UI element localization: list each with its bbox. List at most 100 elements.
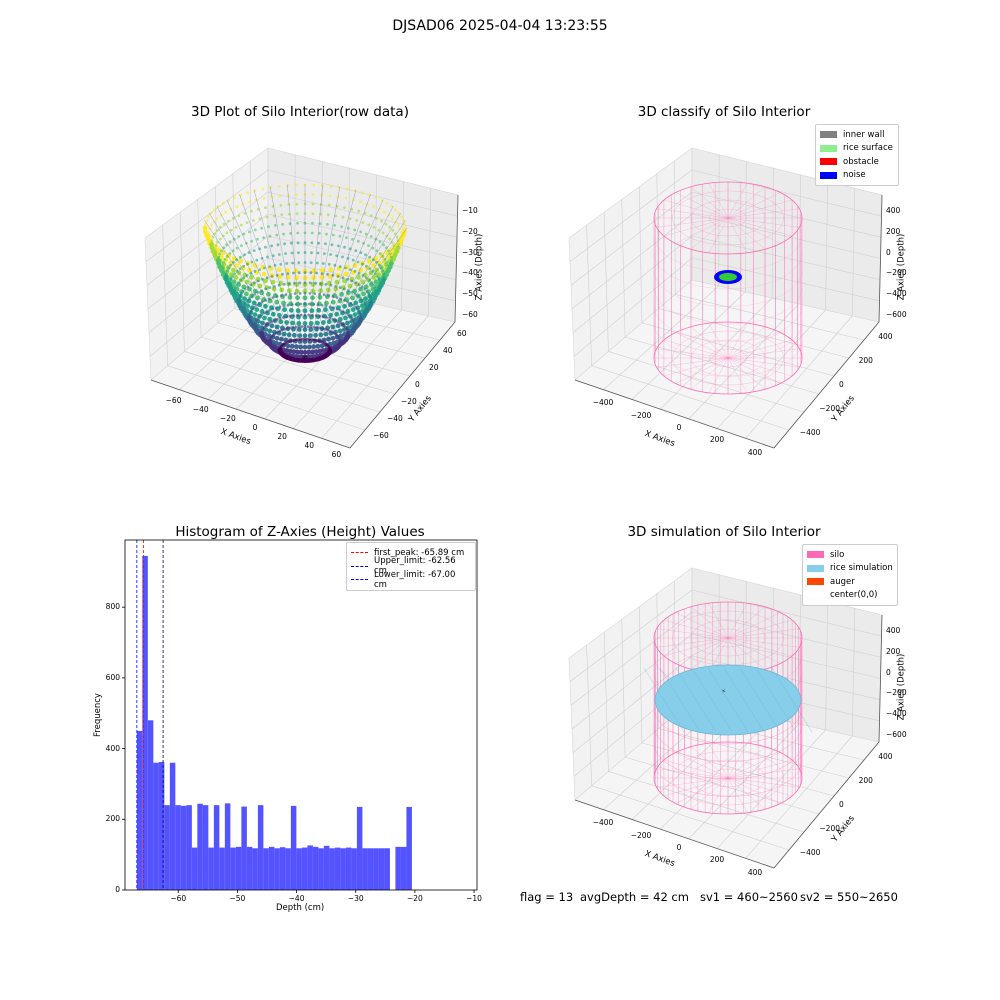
- bowl-point: [277, 274, 283, 279]
- bowl-point: [263, 266, 266, 270]
- bowl-point: [380, 198, 383, 202]
- panel1-xtick: 40: [304, 440, 315, 450]
- bowl-point: [366, 258, 372, 264]
- bowl-point: [233, 272, 237, 276]
- bowl-point: [397, 223, 400, 227]
- bowl-point: [388, 225, 392, 229]
- bowl-point: [260, 313, 264, 317]
- silo-ring: [709, 208, 747, 228]
- silo-ring: [690, 619, 766, 657]
- bowl-point: [353, 322, 357, 325]
- bowl-point: [344, 311, 348, 315]
- histogram-bar: [197, 803, 203, 890]
- bowl-point: [343, 298, 346, 302]
- grid-line: [150, 379, 351, 449]
- bowl-point: [322, 293, 326, 297]
- grid-line: [207, 291, 322, 400]
- panel1-ztick: −30: [462, 247, 478, 257]
- bowl-point: [309, 325, 313, 329]
- bowl-meridian: [208, 212, 296, 359]
- bowl-point: [397, 242, 400, 246]
- bowl-point: [272, 214, 276, 218]
- bowl-point: [262, 196, 266, 200]
- histogram-ytick: 200: [105, 814, 120, 824]
- bowl-point: [223, 274, 229, 280]
- legend-item: noise: [820, 169, 894, 183]
- bowl-point: [270, 244, 273, 248]
- legend-label: center(0,0): [830, 590, 878, 601]
- grid-line: [570, 191, 693, 286]
- histogram-bar: [241, 806, 247, 890]
- histogram-bar: [246, 846, 253, 890]
- bowl-point: [397, 211, 401, 215]
- panel2-xtick: 0: [676, 423, 682, 432]
- bowl-point: [329, 253, 332, 256]
- bowl-point: [324, 242, 327, 246]
- grid-line: [349, 321, 456, 449]
- bowl-point: [227, 266, 231, 270]
- status-avg-depth: avgDepth = 42 cm: [580, 890, 689, 904]
- bowl-point: [289, 241, 293, 245]
- bowl-point: [355, 219, 359, 222]
- bowl-point: [334, 214, 338, 218]
- grid-line: [773, 741, 880, 869]
- bowl-point: [311, 313, 314, 317]
- bowl-point: [263, 278, 268, 284]
- bowl-point: [336, 275, 340, 278]
- bowl-point: [218, 252, 222, 256]
- rice-mesh-line: [771, 667, 813, 733]
- bowl-point: [292, 332, 297, 338]
- bowl-point: [296, 231, 300, 235]
- bowl-point: [318, 314, 322, 318]
- bowl-point: [222, 261, 225, 264]
- bowl-point: [261, 271, 267, 277]
- panel2-ytick: −400: [799, 428, 821, 437]
- panel1-ytick: 20: [429, 362, 439, 372]
- bowl-point: [356, 239, 360, 243]
- legend-label: noise: [843, 170, 866, 181]
- bowl-point: [242, 305, 246, 309]
- bowl-point: [340, 225, 343, 229]
- histogram-bar: [147, 720, 154, 890]
- grid-line: [574, 379, 775, 449]
- panel1-xtick: 60: [331, 449, 342, 459]
- bowl-point: [249, 309, 253, 313]
- bowl-point: [229, 228, 233, 232]
- bowl-point: [282, 304, 286, 308]
- legend-swatch: [807, 551, 824, 559]
- bowl-point: [399, 237, 404, 243]
- panel2-ztick: 400: [886, 206, 901, 216]
- bowl-point: [327, 262, 331, 266]
- legend-item: rice surface: [820, 142, 894, 156]
- bowl-meridian: [269, 186, 302, 359]
- grid-line: [675, 293, 865, 341]
- bowl-point: [373, 286, 376, 290]
- bowl-point: [297, 338, 300, 341]
- bowl-point: [260, 289, 264, 292]
- bowl-point: [205, 219, 209, 222]
- panel1-xtick: −20: [219, 414, 236, 424]
- panel4-ytick: 200: [858, 776, 873, 785]
- bowl-point: [257, 283, 263, 289]
- bowl-point: [361, 291, 366, 297]
- bowl-point: [326, 223, 329, 226]
- histogram-bar: [395, 846, 401, 890]
- bowl-point: [353, 270, 357, 273]
- legend-label: rice surface: [843, 143, 893, 154]
- bowl-point: [348, 315, 352, 318]
- bowl-point: [287, 294, 293, 300]
- bowl-point: [245, 303, 251, 309]
- bowl-point: [224, 272, 228, 276]
- bowl-point: [338, 339, 342, 342]
- histogram-bar: [142, 555, 148, 890]
- histogram-bar: [345, 847, 352, 890]
- histogram-bar: [208, 847, 214, 890]
- bowl-point: [308, 302, 311, 306]
- bowl-meridian: [306, 184, 323, 359]
- bowl-point: [349, 268, 352, 271]
- bowl-point: [243, 253, 246, 257]
- grid-line: [603, 285, 719, 390]
- bowl-point: [386, 267, 390, 270]
- bowl-point: [252, 312, 258, 317]
- bowl-point: [205, 233, 211, 239]
